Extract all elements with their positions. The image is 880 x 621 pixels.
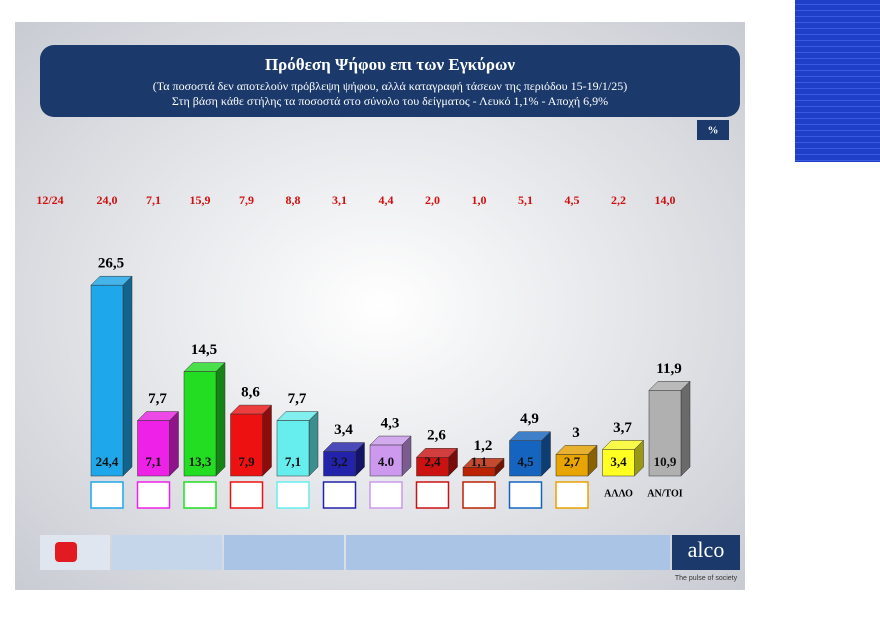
party-logo [415, 481, 450, 509]
previous-value: 2,2 [611, 193, 626, 207]
value-label: 3 [572, 425, 580, 441]
party-logo [555, 481, 589, 509]
previous-value: 4,4 [379, 193, 394, 207]
bar [276, 420, 310, 477]
bar-side [308, 410, 319, 477]
inner-value-label: 4.0 [378, 454, 394, 469]
value-label: 7,7 [288, 391, 307, 407]
party-logo [183, 481, 217, 509]
party-logo [229, 481, 264, 509]
brand-box [672, 535, 740, 570]
bar [416, 457, 449, 477]
unit-box [697, 120, 729, 140]
inner-value-label: 2,7 [564, 454, 581, 469]
bar-side [169, 410, 179, 477]
title: Πρόθεση Ψήφου επι των Εγκύρων [265, 55, 515, 74]
previous-value: 24,0 [97, 193, 118, 207]
footer-seg [112, 535, 222, 570]
inner-value-label: 3,2 [331, 454, 347, 469]
previous-value: 7,1 [146, 193, 161, 207]
value-label: 11,9 [656, 361, 681, 377]
bar [230, 413, 263, 477]
party-logo [90, 481, 124, 509]
previous-value: 4,5 [565, 193, 580, 207]
bar [648, 390, 682, 477]
bar [183, 371, 217, 477]
value-label: 2,6 [427, 428, 446, 444]
previous-value: 7,9 [239, 193, 254, 207]
previous-value: 5,1 [518, 193, 533, 207]
footer-seg [346, 535, 670, 570]
previous-value: 1,0 [472, 193, 487, 207]
value-label: 26,5 [98, 256, 124, 272]
value-label: 7,7 [148, 391, 167, 407]
thumbnail [795, 0, 880, 162]
bar [602, 449, 635, 477]
value-label: 1,2 [474, 438, 493, 454]
bar [555, 454, 589, 477]
inner-value-label: 7,1 [285, 454, 301, 469]
previous-value: 8,8 [286, 193, 301, 207]
footer-seg [224, 535, 344, 570]
previous-value: 3,1 [332, 193, 347, 207]
party-logo [462, 481, 496, 509]
subtitle: (Τα ποσοστά δεν αποτελούν πρόβλεψη ψήφου… [153, 79, 628, 93]
bar [509, 440, 542, 477]
tagline: The pulse of society [675, 575, 738, 582]
x-tick-label: ΑΛΛΟ [604, 488, 633, 499]
inner-value-label: 4,5 [517, 454, 534, 469]
brand: alco [688, 537, 725, 562]
channel-logo [55, 542, 77, 562]
party-logo [322, 481, 357, 509]
party-logo [136, 481, 171, 509]
value-label: 3,4 [334, 422, 353, 438]
inner-value-label: 7,9 [238, 454, 255, 469]
bar [90, 284, 124, 477]
inner-value-label: 24,4 [96, 454, 119, 469]
inner-value-label: 1,1 [471, 454, 487, 469]
value-label: 8,6 [241, 385, 260, 401]
bar [369, 444, 403, 477]
inner-value-label: 13,3 [189, 454, 212, 469]
inner-value-label: 2,4 [424, 454, 441, 469]
bar [137, 420, 170, 477]
previous-value: 15,9 [190, 193, 211, 207]
subtitle: Στη βάση κάθε στήλης τα ποσοστά στο σύνο… [172, 94, 608, 108]
value-label: 4,9 [520, 411, 539, 427]
previous-value: 2,0 [425, 193, 440, 207]
x-tick-label: ΑΝ/ΤΟΙ [647, 488, 682, 499]
bar-side [122, 275, 133, 477]
party-logo [369, 481, 403, 509]
party-logo [508, 481, 543, 509]
previous-label: 12/24 [36, 193, 63, 207]
bar [323, 451, 356, 477]
bar-side [262, 404, 272, 477]
value-label: 4,3 [381, 415, 400, 431]
inner-value-label: 10,9 [654, 454, 677, 469]
header-box [40, 45, 740, 117]
bar-side [680, 380, 691, 477]
unit: % [708, 125, 719, 137]
value-label: 14,5 [191, 342, 217, 358]
value-label: 3,7 [613, 420, 632, 436]
inner-value-label: 3,4 [610, 454, 627, 469]
previous-value: 14,0 [655, 193, 676, 207]
bar [462, 467, 496, 477]
bar-side [215, 361, 226, 477]
party-logo [276, 481, 310, 509]
inner-value-label: 7,1 [145, 454, 161, 469]
